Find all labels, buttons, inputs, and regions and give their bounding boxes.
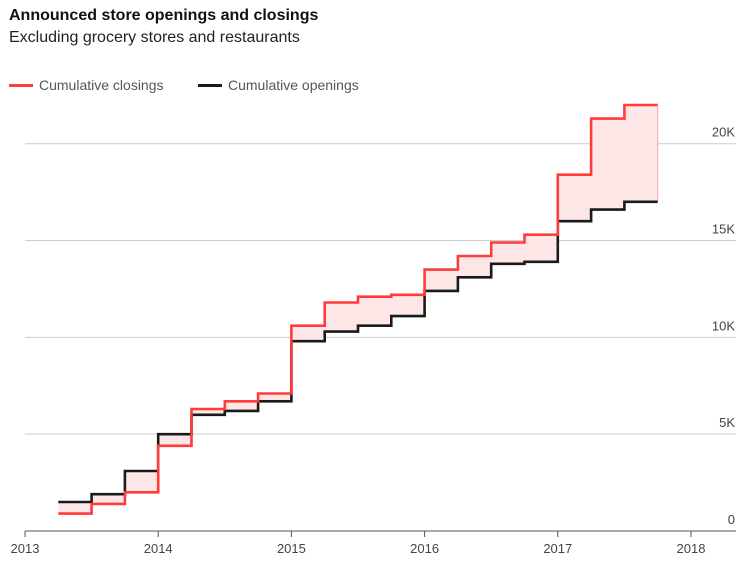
y-tick-label: 0 — [728, 512, 735, 527]
legend-swatch-closings — [9, 83, 33, 87]
series-line-openings — [58, 200, 658, 504]
chart-title: Announced store openings and closings — [9, 7, 319, 24]
legend-item-openings: Cumulative openings — [198, 77, 359, 93]
x-tick-label: 2014 — [144, 541, 173, 556]
x-axis: 2013 2014 2015 2016 2017 2018 — [11, 530, 736, 556]
gap-fill-area — [58, 105, 659, 514]
y-tick-label: 5K — [719, 415, 735, 430]
y-tick-label: 20K — [712, 125, 735, 140]
legend-label-closings: Cumulative closings — [39, 77, 164, 93]
legend-label-openings: Cumulative openings — [228, 77, 359, 93]
chart-subtitle: Excluding grocery stores and restaurants — [9, 29, 300, 46]
series-line-closings — [58, 103, 658, 515]
x-tick-label: 2013 — [11, 541, 40, 556]
gap-fill — [58, 105, 658, 514]
x-tick-label: 2018 — [677, 541, 706, 556]
series-lines — [58, 103, 658, 515]
x-tick-label: 2017 — [543, 541, 572, 556]
y-axis-ticks: 0 5K 10K 15K 20K — [712, 125, 735, 527]
y-tick-label: 15K — [712, 222, 735, 237]
legend-item-closings: Cumulative closings — [9, 77, 164, 93]
x-tick-label: 2015 — [277, 541, 306, 556]
x-tick-label: 2016 — [410, 541, 439, 556]
legend: Cumulative closings Cumulative openings — [0, 77, 750, 95]
legend-swatch-openings — [198, 83, 222, 87]
y-tick-label: 10K — [712, 318, 735, 333]
